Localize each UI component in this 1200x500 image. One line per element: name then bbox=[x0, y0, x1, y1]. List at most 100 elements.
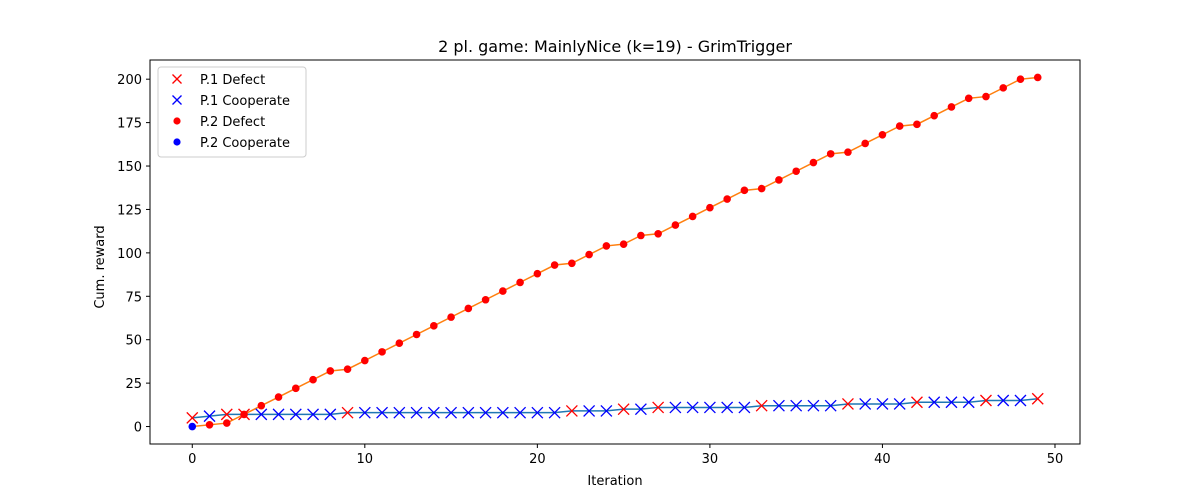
p1-marker-24 bbox=[600, 404, 613, 417]
p1-marker-30-stroke-b bbox=[703, 401, 716, 414]
p1-marker-42-stroke-b bbox=[910, 396, 923, 409]
p1-marker-20 bbox=[531, 406, 544, 419]
p2-marker-14 bbox=[430, 322, 438, 330]
p2-marker-39 bbox=[861, 139, 869, 148]
p1-marker-32 bbox=[738, 401, 751, 414]
p1-marker-22 bbox=[565, 404, 578, 417]
x-tick-label-20: 20 bbox=[529, 452, 546, 467]
legend: P.1 Defect P.1 Cooperate P.2 Defect P.2 Coo… bbox=[157, 66, 307, 158]
legend-label-2: P.2 Defect bbox=[200, 115, 265, 130]
p1-marker-48 bbox=[1014, 394, 1027, 407]
p1-marker-12 bbox=[393, 406, 406, 419]
p1-marker-11 bbox=[376, 406, 389, 419]
p1-marker-46 bbox=[980, 394, 992, 407]
p1-marker-38-stroke-b bbox=[841, 398, 854, 410]
p1-marker-42 bbox=[910, 396, 923, 409]
p2-marker-29 bbox=[688, 212, 697, 221]
p1-marker-9-stroke-b bbox=[341, 406, 354, 419]
p2-marker-7 bbox=[309, 375, 317, 384]
p1-marker-19-stroke-b bbox=[514, 406, 527, 419]
p2-marker-38 bbox=[844, 148, 852, 156]
legend-box bbox=[157, 66, 307, 158]
p2-marker-31 bbox=[723, 195, 731, 203]
x-axis-label: Iteration bbox=[587, 474, 642, 489]
y-tick-label-100: 100 bbox=[117, 247, 142, 262]
p2-marker-1 bbox=[205, 421, 214, 429]
p2-marker-23 bbox=[585, 250, 593, 259]
p2-marker-35 bbox=[792, 167, 800, 176]
p1-marker-17-stroke-b bbox=[479, 406, 492, 419]
y-tick-label-25: 25 bbox=[125, 377, 142, 392]
p1-marker-10 bbox=[358, 406, 371, 419]
p1-marker-29-stroke-b bbox=[686, 401, 699, 414]
p2-marker-17 bbox=[481, 295, 490, 304]
p1-marker-10-stroke-b bbox=[358, 406, 371, 419]
p2-marker-9 bbox=[343, 365, 352, 374]
p2-marker-21 bbox=[550, 261, 559, 269]
x-tick-label-40: 40 bbox=[874, 452, 891, 467]
p1-marker-14 bbox=[427, 406, 440, 419]
p2-marker-32 bbox=[740, 186, 749, 195]
x-tick-label-30: 30 bbox=[702, 452, 719, 467]
p1-marker-12-stroke-b bbox=[393, 406, 406, 419]
legend-marker-1 bbox=[172, 95, 182, 105]
p2-marker-19 bbox=[516, 278, 524, 287]
p2-marker-36 bbox=[809, 158, 818, 167]
p2-marker-0 bbox=[188, 422, 197, 431]
p1-marker-27-stroke-b bbox=[652, 401, 665, 414]
p1-marker-37 bbox=[824, 399, 837, 412]
p1-marker-49-stroke-b bbox=[1031, 392, 1044, 405]
p1-marker-45-stroke-b bbox=[962, 396, 975, 409]
p2-marker-41 bbox=[895, 122, 904, 130]
p1-marker-17 bbox=[479, 406, 492, 419]
p1-marker-7-stroke-b bbox=[307, 408, 320, 421]
p1-marker-34-stroke-b bbox=[772, 399, 785, 412]
p1-marker-39 bbox=[859, 398, 872, 410]
p2-marker-40 bbox=[878, 130, 887, 139]
p1-marker-37-stroke-b bbox=[824, 399, 837, 412]
p1-marker-14-stroke-b bbox=[427, 406, 440, 419]
p2-marker-11 bbox=[378, 348, 386, 356]
p1-marker-5-stroke-b bbox=[272, 408, 285, 421]
p1-marker-23-stroke-b bbox=[583, 404, 596, 417]
legend-marker-3 bbox=[173, 138, 181, 146]
legend-marker-2 bbox=[173, 117, 181, 125]
x-tick-label-0: 0 bbox=[188, 452, 196, 467]
y-tick-label-175: 175 bbox=[117, 117, 142, 132]
p1-marker-41 bbox=[893, 398, 906, 410]
p1-marker-31 bbox=[721, 401, 734, 414]
p1-marker-43 bbox=[928, 396, 941, 409]
p2-marker-16 bbox=[464, 304, 473, 313]
p2-marker-18 bbox=[499, 287, 507, 295]
p1-marker-36 bbox=[807, 399, 820, 412]
p2-marker-44 bbox=[947, 103, 956, 111]
p1-marker-32-stroke-b bbox=[738, 401, 751, 414]
p1-marker-8 bbox=[324, 408, 337, 421]
p1-marker-19 bbox=[514, 406, 527, 419]
p1-marker-24-stroke-b bbox=[600, 404, 613, 417]
p2-marker-2 bbox=[222, 419, 231, 427]
p1-marker-30 bbox=[703, 401, 716, 414]
p1-marker-41-stroke-b bbox=[893, 398, 906, 410]
p2-marker-22 bbox=[568, 259, 576, 268]
p1-marker-23 bbox=[583, 404, 596, 417]
p2-marker-15 bbox=[447, 313, 455, 321]
p1-marker-45 bbox=[962, 396, 975, 409]
p1-marker-8-stroke-b bbox=[324, 408, 337, 421]
p1-marker-6-stroke-b bbox=[289, 408, 302, 421]
p1-marker-21-stroke-b bbox=[548, 406, 561, 419]
p1-marker-1-stroke-b bbox=[203, 410, 216, 423]
p1-marker-1 bbox=[203, 410, 216, 423]
p1-marker-40-stroke-b bbox=[876, 398, 889, 410]
p2-marker-49 bbox=[1033, 73, 1042, 82]
p1-marker-26-stroke-b bbox=[634, 403, 647, 416]
y-tick-label-0: 0 bbox=[134, 421, 142, 436]
p2-marker-45 bbox=[964, 94, 973, 103]
p1-marker-39-stroke-b bbox=[859, 398, 872, 410]
p2-marker-24 bbox=[602, 242, 611, 250]
p1-marker-28 bbox=[669, 401, 682, 414]
legend-marker-1-stroke-b bbox=[172, 95, 182, 105]
p2-marker-10 bbox=[361, 356, 369, 365]
p1-marker-7 bbox=[307, 408, 320, 421]
